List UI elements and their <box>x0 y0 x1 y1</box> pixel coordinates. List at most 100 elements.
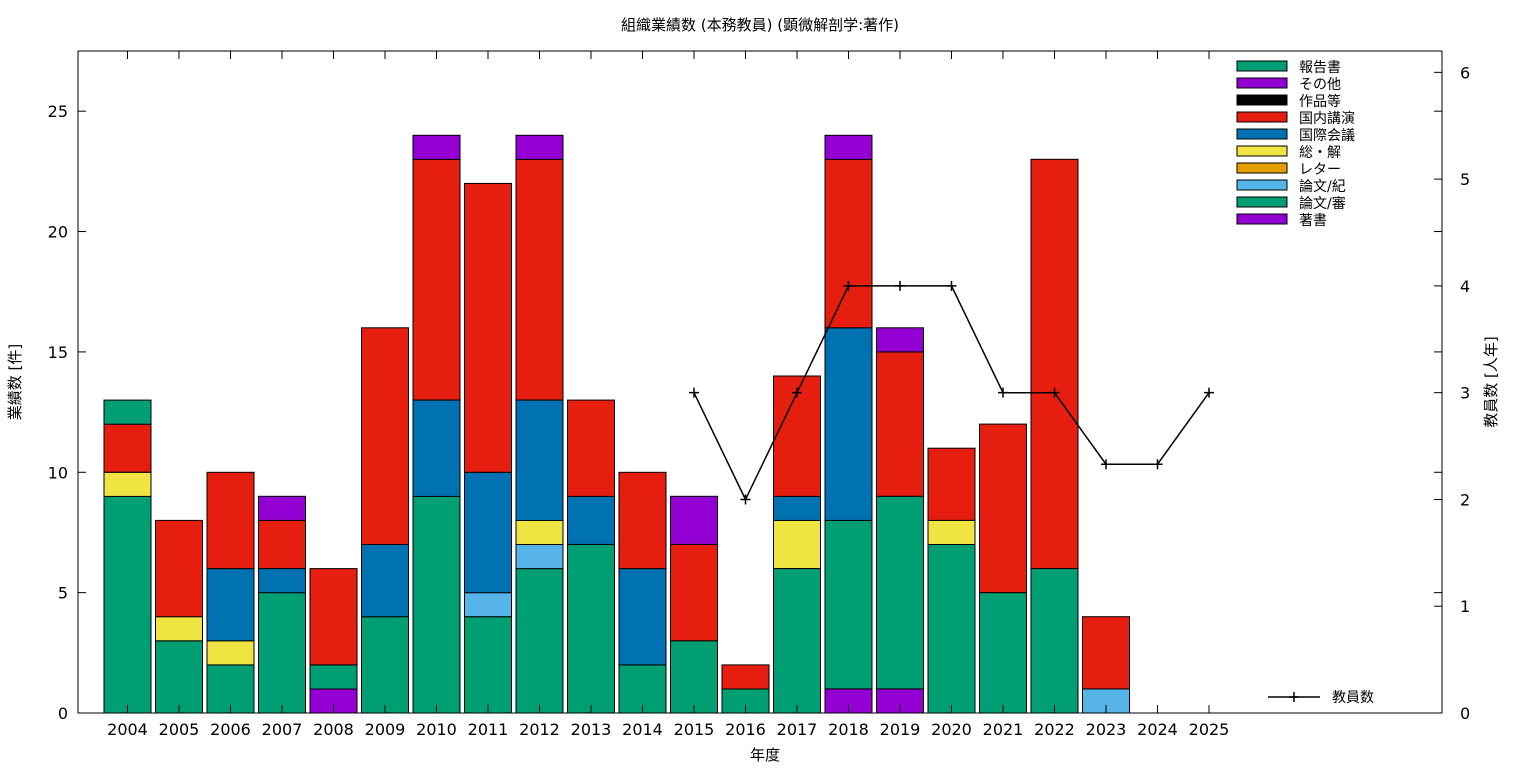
line-group <box>689 280 1214 505</box>
line-point-2019 <box>895 280 905 291</box>
bar-segment-2012-4 <box>515 519 564 546</box>
line-point-2015 <box>689 387 699 398</box>
x-tick-label: 2014 <box>622 720 663 739</box>
y2-tick-label: 0 <box>1460 704 1470 723</box>
bar-segment-2023-6 <box>1082 616 1130 690</box>
y2-axis-label: 教員数 [人年] <box>1482 336 1500 427</box>
x-tick-label: 2004 <box>107 720 148 739</box>
bar-segment-2012-6 <box>515 158 564 401</box>
bar-segment-2014-6 <box>618 471 667 570</box>
bar-segment-2009-6 <box>361 327 409 545</box>
x-tick-label: 2023 <box>1086 720 1127 739</box>
y2-tick-label: 2 <box>1460 490 1470 509</box>
bar-segment-2020-1 <box>927 544 976 714</box>
bar-segment-2007-5 <box>258 568 306 594</box>
bar-segment-2006-5 <box>206 568 255 642</box>
bar-segment-2021-6 <box>979 423 1027 594</box>
bar-segment-2013-6 <box>567 399 615 497</box>
bar-segment-2013-5 <box>567 495 615 545</box>
y2-tick-label: 5 <box>1460 170 1470 189</box>
bar-segment-2010-6 <box>412 158 461 401</box>
bar-segment-2017-5 <box>773 495 821 521</box>
legend-line-marker <box>1289 692 1299 702</box>
bar-segment-2017-6 <box>773 375 821 497</box>
bar-segment-2017-4 <box>773 519 821 570</box>
line-point-2025 <box>1204 387 1214 398</box>
legend-label-6: レター <box>1299 162 1341 178</box>
bar-segment-2009-1 <box>361 616 409 714</box>
legend-label-8: 論文/審 <box>1299 196 1346 212</box>
x-tick-label: 2009 <box>365 720 406 739</box>
bar-segment-2020-4 <box>927 519 976 546</box>
bar-segment-2012-5 <box>515 399 564 522</box>
legend-swatch-6 <box>1236 162 1288 174</box>
y2-tick-label: 1 <box>1460 597 1470 616</box>
legend-swatch-1 <box>1236 77 1288 89</box>
bar-segment-2021-1 <box>979 592 1027 714</box>
x-axis: 2004 2005 2006 2007 2008 2009 2010 2011 2012 2013… <box>107 51 1229 739</box>
bar-segment-2004-1 <box>103 495 152 714</box>
line-point-2024 <box>1152 459 1163 470</box>
bar-segment-2022-6 <box>1030 158 1079 570</box>
x-tick-label: 2011 <box>468 720 509 739</box>
bar-segment-2015-6 <box>670 544 718 642</box>
y-axis: 0 5 10 15 20 25 <box>48 102 1442 723</box>
y-tick-label: 5 <box>58 584 68 603</box>
bar-segment-2006-6 <box>206 471 255 570</box>
legend-swatch-3 <box>1236 111 1288 123</box>
bar-segment-2018-8 <box>824 134 873 160</box>
y-tick-label: 25 <box>48 102 68 121</box>
bar-segment-2007-8 <box>258 495 306 521</box>
legend-swatch-2 <box>1236 94 1288 106</box>
y-tick-label: 15 <box>48 343 68 362</box>
line-point-2021 <box>998 387 1008 398</box>
bars-group <box>103 134 1130 714</box>
legend-label-2: 作品等 <box>1299 93 1341 110</box>
bar-segment-2004-6 <box>103 423 152 473</box>
bar-segment-2019-6 <box>876 351 924 497</box>
bar-segment-2019-8 <box>876 327 924 353</box>
x-tick-label: 2015 <box>674 720 715 739</box>
legend-swatch-7 <box>1236 179 1288 191</box>
x-tick-label: 2010 <box>416 720 457 739</box>
legend-label-1: その他 <box>1299 77 1341 93</box>
y2-axis: 0 1 2 3 4 5 6 <box>1434 63 1470 723</box>
bar-segment-2007-1 <box>258 592 306 714</box>
legend-swatch-9 <box>1236 213 1288 225</box>
bar-segment-2015-8 <box>670 495 718 545</box>
legend-label-4: 国際会議 <box>1299 127 1355 144</box>
bar-segment-2016-6 <box>721 664 770 690</box>
legend-label-0: 報告書 <box>1299 60 1341 76</box>
y-tick-label: 20 <box>48 223 68 242</box>
x-tick-label: 2008 <box>313 720 354 739</box>
bar-segment-2017-1 <box>773 568 821 714</box>
x-tick-label: 2007 <box>262 720 303 739</box>
bar-segment-2005-1 <box>155 640 203 714</box>
legend-label-3: 国内講演 <box>1299 111 1355 127</box>
y2-tick-label: 3 <box>1460 384 1470 403</box>
bar-segment-2010-1 <box>412 495 461 714</box>
bar-segment-2015-1 <box>670 640 718 714</box>
chart-title: 組織業績数 (本務教員) (顕微解剖学:著作) <box>621 16 899 34</box>
bar-segment-2019-1 <box>876 495 924 690</box>
bar-segment-2008-1 <box>309 664 358 690</box>
line-point-2017 <box>792 387 802 398</box>
x-tick-label: 2006 <box>210 720 251 739</box>
line-point-2023 <box>1101 459 1111 470</box>
bar-segment-2010-8 <box>412 134 461 160</box>
bar-segment-2006-4 <box>206 640 255 666</box>
bar-segment-2022-1 <box>1030 568 1079 714</box>
legend-swatch-8 <box>1236 196 1288 208</box>
bar-segment-2018-1 <box>824 519 873 690</box>
bar-segment-2004-9 <box>103 399 152 425</box>
legend-label-7: 論文/紀 <box>1299 179 1346 195</box>
bar-segment-2012-2 <box>515 544 564 570</box>
bar-segment-2011-5 <box>464 471 512 594</box>
bar-segment-2020-6 <box>927 447 976 521</box>
x-tick-label: 2019 <box>880 720 921 739</box>
line-point-2018 <box>843 280 854 291</box>
x-axis-label: 年度 <box>750 746 780 764</box>
x-tick-label: 2022 <box>1034 720 1075 739</box>
